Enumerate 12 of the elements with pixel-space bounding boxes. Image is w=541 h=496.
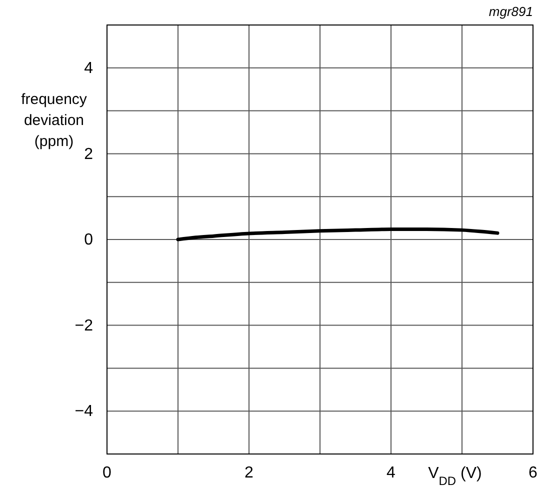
y-tick-label: 2 (84, 146, 94, 163)
y-tick-label: −2 (74, 317, 94, 334)
y-tick-label: −4 (74, 403, 94, 420)
y-tick-label: 0 (84, 232, 94, 249)
y-tick-label: 4 (84, 60, 94, 78)
x-tick-label: 6 (528, 464, 538, 482)
x-tick-label: 4 (386, 464, 396, 482)
line-series (176, 227, 500, 242)
x-tick-label: 2 (244, 464, 254, 482)
x-tick-label: 0 (102, 464, 112, 482)
x-axis-title: V$_{DD}$ (V) (428, 465, 482, 488)
text: mgr891 (488, 4, 533, 19)
